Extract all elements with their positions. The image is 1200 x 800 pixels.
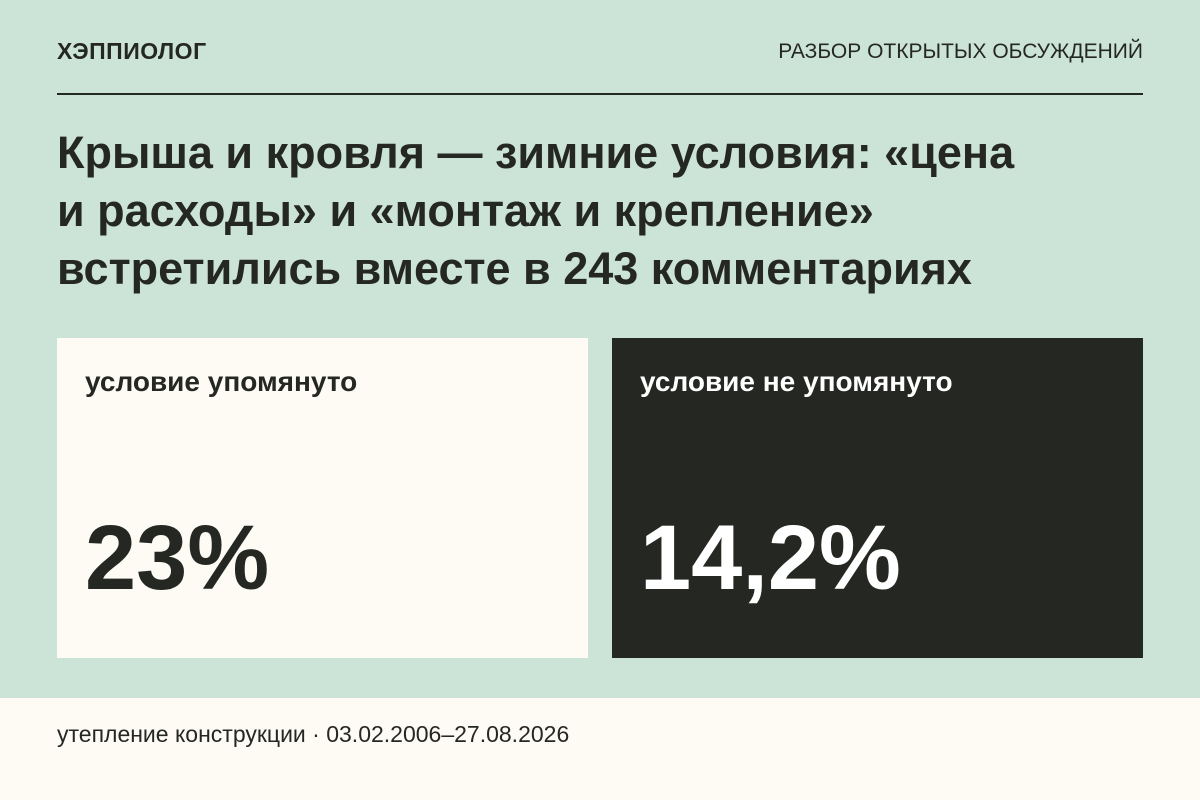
brand: ХЭППИОЛОГ [57, 38, 207, 64]
stat-card: условие упомянуто 23% [57, 338, 588, 658]
title-line: Крыша и кровля — зимние условия: «цена [57, 127, 1015, 178]
card-value: 14,2% [640, 507, 901, 609]
footer-text: утепление конструкции · 03.02.2006–27.08… [57, 721, 570, 747]
title-line: и расходы» и «монтаж и крепление» [57, 185, 874, 236]
card-label: условие не упомянуто [640, 366, 953, 397]
card-value: 23% [85, 507, 270, 609]
title-line: встретились вместе в 243 комментариях [57, 243, 972, 294]
card-label: условие упомянуто [85, 366, 358, 397]
section-label: РАЗБОР ОТКРЫТЫХ ОБСУЖДЕНИЙ [778, 40, 1143, 63]
stat-card: условие не упомянуто 14,2% [612, 338, 1143, 658]
divider [57, 93, 1143, 95]
title: Крыша и кровля — зимние условия: «цена и… [57, 124, 1157, 298]
footer: утепление конструкции · 03.02.2006–27.08… [0, 698, 1200, 800]
